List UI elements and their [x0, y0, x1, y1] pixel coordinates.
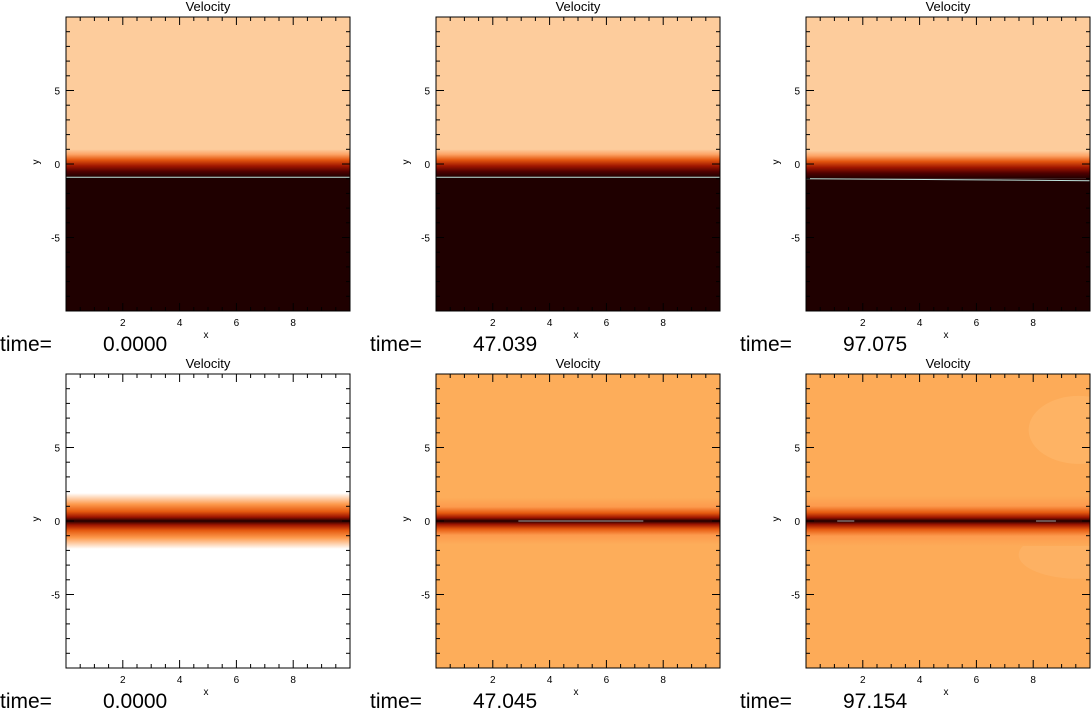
- x-tick-label: 2: [490, 675, 496, 686]
- x-tick-label: 2: [120, 675, 126, 686]
- velocity-field: [66, 17, 350, 311]
- time-label: time=: [370, 690, 422, 710]
- panel-title: Velocity: [926, 0, 971, 14]
- y-tick-label: 5: [794, 87, 800, 98]
- x-tick-label: 6: [604, 675, 610, 686]
- x-tick-label: 4: [547, 675, 553, 686]
- panel-title: Velocity: [556, 0, 601, 14]
- x-axis-label: x: [574, 330, 579, 341]
- y-tick-label: -5: [51, 234, 60, 245]
- x-axis-label: x: [574, 687, 579, 698]
- y-tick-label: 0: [794, 160, 800, 171]
- x-tick-label: 8: [1030, 318, 1036, 329]
- time-label: time=: [370, 333, 422, 356]
- time-label: time=: [740, 333, 792, 356]
- y-tick-label: -5: [421, 591, 430, 602]
- velocity-panel: 2 4 6 8 5 0 -5 Velocity x y time= 97.154: [740, 356, 1091, 710]
- x-tick-label: 8: [290, 675, 296, 686]
- x-tick-label: 4: [917, 318, 923, 329]
- panel-title: Velocity: [926, 356, 971, 371]
- velocity-field: [66, 374, 350, 668]
- y-tick-label: 0: [424, 517, 430, 528]
- y-tick-label: 5: [54, 444, 60, 455]
- x-tick-label: 4: [177, 675, 183, 686]
- velocity-panel: 2 4 6 8 5 0 -5 Velocity x y time= 0.0000: [0, 356, 351, 710]
- velocity-panel: 2 4 6 8 5 0 -5 Velocity x y time= 47.039: [370, 0, 721, 356]
- y-tick-label: 0: [424, 160, 430, 171]
- panel-title: Velocity: [556, 356, 601, 371]
- lower-layer: [436, 177, 720, 311]
- x-tick-label: 8: [660, 318, 666, 329]
- velocity-field: [436, 374, 720, 668]
- time-value: 47.045: [473, 690, 537, 710]
- lower-layer: [66, 177, 350, 311]
- x-axis-label: x: [204, 687, 209, 698]
- x-tick-label: 4: [547, 318, 553, 329]
- upper-layer: [806, 17, 1090, 152]
- x-axis-label: x: [204, 330, 209, 341]
- transition-layer: [806, 150, 1090, 179]
- time-label: time=: [0, 690, 52, 710]
- x-tick-label: 8: [1030, 675, 1036, 686]
- velocity-panel: 2 4 6 8 5 0 -5 Velocity x y time= 0.0000: [0, 0, 351, 356]
- upper-layer: [436, 17, 720, 151]
- y-tick-label: -5: [421, 234, 430, 245]
- x-tick-label: 6: [974, 675, 980, 686]
- x-tick-label: 2: [120, 318, 126, 329]
- y-tick-label: -5: [791, 234, 800, 245]
- x-tick-label: 6: [974, 318, 980, 329]
- time-label: time=: [0, 333, 52, 356]
- y-tick-label: -5: [51, 591, 60, 602]
- y-tick-label: 5: [424, 444, 430, 455]
- shear-band: [66, 493, 350, 549]
- y-axis-label: y: [771, 160, 782, 165]
- x-tick-label: 6: [234, 675, 240, 686]
- velocity-field: [806, 17, 1090, 311]
- panel-title: Velocity: [186, 0, 231, 14]
- time-value: 0.0000: [103, 690, 167, 710]
- y-axis-label: y: [401, 160, 412, 165]
- time-value: 47.039: [473, 333, 537, 356]
- y-axis-label: y: [31, 160, 42, 165]
- x-tick-label: 2: [860, 675, 866, 686]
- panel-title: Velocity: [186, 356, 231, 371]
- velocity-field: [806, 374, 1090, 668]
- vortex-lobe: [1028, 395, 1090, 464]
- x-tick-label: 6: [604, 318, 610, 329]
- time-value: 97.075: [843, 333, 907, 356]
- velocity-field: [436, 17, 720, 311]
- x-tick-label: 6: [234, 318, 240, 329]
- upper-layer: [66, 17, 350, 151]
- y-tick-label: 0: [794, 517, 800, 528]
- lower-layer: [806, 178, 1090, 311]
- y-tick-label: 0: [54, 517, 60, 528]
- x-tick-label: 4: [917, 675, 923, 686]
- time-value: 97.154: [843, 690, 908, 710]
- x-tick-label: 4: [177, 318, 183, 329]
- y-tick-label: 5: [54, 87, 60, 98]
- x-axis-label: x: [944, 687, 949, 698]
- time-label: time=: [740, 690, 792, 710]
- transition-layer: [66, 149, 350, 178]
- x-tick-label: 8: [660, 675, 666, 686]
- x-tick-label: 2: [860, 318, 866, 329]
- y-axis-label: y: [771, 517, 782, 522]
- y-tick-label: 5: [424, 87, 430, 98]
- x-axis-label: x: [944, 330, 949, 341]
- time-value: 0.0000: [103, 333, 167, 356]
- velocity-panel: 2 4 6 8 5 0 -5 Velocity x y time= 97.075: [740, 0, 1091, 356]
- y-tick-label: 5: [794, 444, 800, 455]
- interface-contour: [806, 178, 1090, 182]
- transition-layer: [436, 149, 720, 178]
- y-tick-label: 0: [54, 160, 60, 171]
- velocity-panel: 2 4 6 8 5 0 -5 Velocity x y time= 47.045: [370, 356, 721, 710]
- y-axis-label: y: [401, 517, 412, 522]
- x-tick-label: 8: [290, 318, 296, 329]
- x-tick-label: 2: [490, 318, 496, 329]
- y-axis-label: y: [31, 517, 42, 522]
- y-tick-label: -5: [791, 591, 800, 602]
